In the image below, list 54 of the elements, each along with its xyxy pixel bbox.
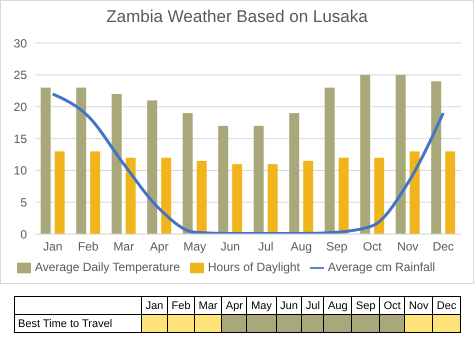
x-tick-label: Apr bbox=[150, 240, 169, 254]
legend-label: Average Daily Temperature bbox=[34, 260, 180, 274]
x-tick-label: Dec bbox=[432, 240, 454, 254]
y-tick-label: 10 bbox=[14, 164, 28, 178]
bar bbox=[126, 158, 136, 234]
bar bbox=[147, 100, 158, 234]
bar bbox=[54, 151, 65, 234]
bar bbox=[445, 151, 456, 234]
x-tick-label: May bbox=[183, 240, 206, 254]
y-tick-label: 15 bbox=[14, 132, 28, 146]
category-label: Feb bbox=[167, 296, 195, 314]
x-tick-label: Oct bbox=[362, 240, 382, 254]
x-tick-label: Jul bbox=[258, 240, 274, 254]
bar bbox=[90, 151, 100, 234]
bar bbox=[396, 74, 406, 234]
y-tick-label: 30 bbox=[14, 36, 28, 50]
category-label: Dec bbox=[432, 296, 460, 314]
bar bbox=[112, 94, 122, 234]
legend-label: Hours of Daylight bbox=[208, 260, 300, 274]
bar bbox=[431, 81, 442, 234]
category-label: Nov bbox=[404, 296, 433, 314]
category-label: Sep bbox=[352, 296, 380, 314]
bar bbox=[76, 88, 86, 234]
x-tick-label: Aug bbox=[290, 240, 312, 254]
category-label: Apr bbox=[222, 296, 247, 314]
x-tick-label: Nov bbox=[397, 240, 418, 254]
category-label: Aug bbox=[324, 296, 352, 314]
category-label: May bbox=[246, 296, 276, 314]
y-tick-label: 5 bbox=[20, 196, 28, 210]
y-tick-label: 25 bbox=[14, 68, 28, 82]
legend-label: Average cm Rainfall bbox=[328, 260, 436, 274]
chart-title: Zambia Weather Based on Lusaka bbox=[105, 7, 369, 27]
bar bbox=[40, 88, 51, 234]
bar bbox=[338, 158, 349, 234]
x-tick-label: Sep bbox=[326, 240, 348, 254]
y-tick-label: 20 bbox=[14, 100, 28, 114]
y-tick-label: 0 bbox=[20, 227, 28, 242]
category-label: Jun bbox=[276, 296, 302, 314]
bar bbox=[182, 113, 193, 234]
category-label: Mar bbox=[194, 296, 222, 314]
category-label: Jan bbox=[142, 296, 168, 314]
bar bbox=[410, 151, 420, 234]
x-tick-label: Mar bbox=[113, 240, 134, 254]
bar bbox=[161, 158, 172, 234]
bar bbox=[360, 74, 370, 234]
category-label: Jul bbox=[302, 296, 324, 314]
x-tick-label: Jan bbox=[43, 240, 62, 254]
category-label: Best Time to Travel bbox=[18, 318, 112, 330]
bar bbox=[374, 158, 384, 234]
bar bbox=[196, 160, 207, 234]
x-tick-label: Feb bbox=[78, 240, 99, 254]
category-label: Oct bbox=[380, 296, 405, 314]
line-series bbox=[51, 92, 445, 234]
x-tick-label: Jun bbox=[220, 240, 240, 254]
